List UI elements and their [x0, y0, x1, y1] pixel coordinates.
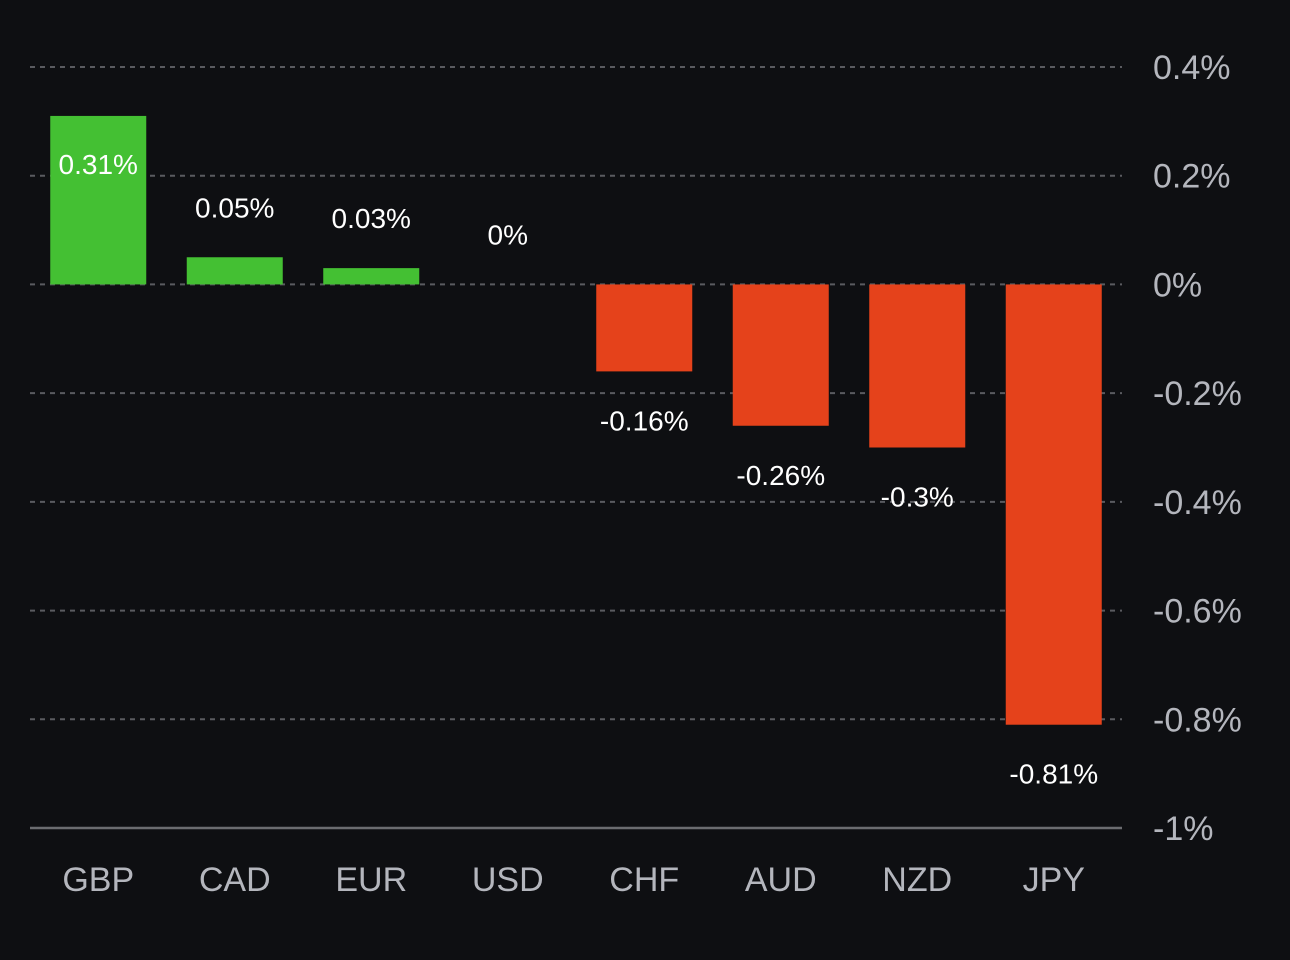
value-label-aud: -0.26% — [736, 460, 825, 491]
bar-nzd — [869, 284, 966, 448]
y-tick-label: 0.4% — [1153, 49, 1231, 87]
y-tick-label: -0.4% — [1153, 484, 1242, 522]
y-axis-tick-labels: 0.4% 0.2% 0% -0.2% -0.4% -0.6% -0.8% -1% — [1153, 49, 1242, 848]
value-label-cad: 0.05% — [195, 192, 274, 223]
y-tick-label: -0.8% — [1153, 701, 1242, 739]
x-tick-label-chf: CHF — [609, 861, 679, 899]
bar-jpy — [1005, 284, 1102, 725]
x-tick-label-nzd: NZD — [882, 861, 952, 899]
y-tick-label: 0.2% — [1153, 158, 1231, 196]
y-tick-label: -0.6% — [1153, 593, 1242, 631]
value-label-chf: -0.16% — [600, 405, 689, 436]
y-tick-label: 0% — [1153, 266, 1202, 304]
bar-cad — [186, 257, 283, 285]
value-labels: 0.31% 0.05% 0.03% 0% -0.16% -0.26% -0.3% -0.81% — [59, 149, 1099, 790]
x-axis-tick-labels: GBP CAD EUR USD CHF AUD NZD JPY — [62, 861, 1085, 899]
x-tick-label-gbp: GBP — [62, 861, 134, 899]
bar-gbp — [50, 115, 147, 285]
value-label-nzd: -0.3% — [881, 482, 954, 513]
x-tick-label-aud: AUD — [745, 861, 817, 899]
bar-eur — [323, 268, 420, 285]
x-tick-label-usd: USD — [472, 861, 544, 899]
x-tick-label-jpy: JPY — [1023, 861, 1085, 899]
value-label-eur: 0.03% — [332, 203, 411, 234]
x-tick-label-cad: CAD — [199, 861, 271, 899]
y-tick-label: -1% — [1153, 810, 1213, 848]
value-label-gbp: 0.31% — [59, 149, 138, 180]
value-label-usd: 0% — [488, 219, 528, 250]
bars — [50, 115, 1102, 725]
x-tick-label-eur: EUR — [335, 861, 407, 899]
y-tick-label: -0.2% — [1153, 375, 1242, 413]
value-label-jpy: -0.81% — [1009, 759, 1098, 790]
bar-aud — [732, 284, 829, 426]
bar-chf — [596, 284, 693, 372]
